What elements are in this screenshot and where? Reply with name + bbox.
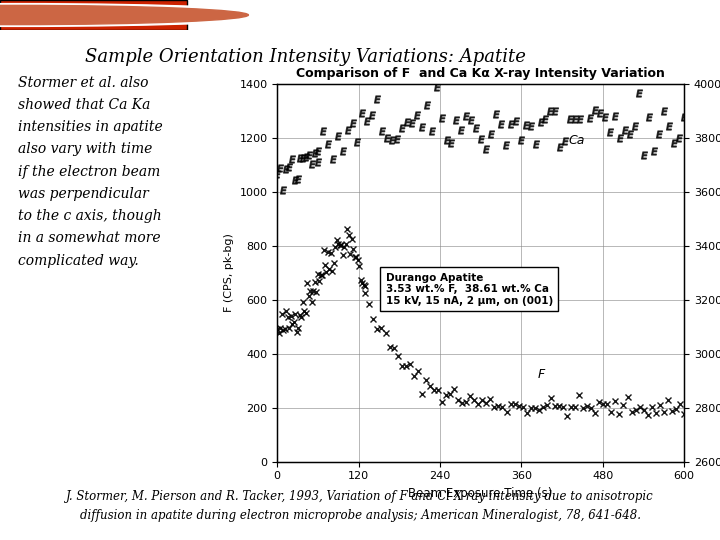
FancyBboxPatch shape bbox=[0, 0, 187, 30]
Circle shape bbox=[0, 4, 292, 26]
Text: Ca: Ca bbox=[569, 134, 585, 147]
Text: UW-Madison Geology  777: UW-Madison Geology 777 bbox=[47, 10, 210, 20]
Y-axis label: F (CPS, pk-bg): F (CPS, pk-bg) bbox=[224, 233, 234, 312]
X-axis label: Beam Exposure Time (s): Beam Exposure Time (s) bbox=[408, 487, 553, 500]
Text: F: F bbox=[538, 368, 545, 381]
Text: J. Stormer, M. Pierson and R. Tacker, 1993, Variation of F and Cl X-ray intensit: J. Stormer, M. Pierson and R. Tacker, 19… bbox=[66, 490, 654, 522]
Text: Stormer et al. also
showed that Ca Ka
intensities in apatite
also vary with time: Stormer et al. also showed that Ca Ka in… bbox=[18, 76, 163, 268]
Text: Sample Orientation Intensity Variations: Apatite: Sample Orientation Intensity Variations:… bbox=[86, 48, 526, 66]
Circle shape bbox=[0, 5, 248, 25]
Title: Comparison of F  and Ca Kα X-ray Intensity Variation: Comparison of F and Ca Kα X-ray Intensit… bbox=[296, 67, 665, 80]
Text: Durango Apatite
3.53 wt.% F,  38.61 wt.% Ca
15 kV, 15 nA, 2 μm, on (001): Durango Apatite 3.53 wt.% F, 38.61 wt.% … bbox=[386, 273, 553, 306]
